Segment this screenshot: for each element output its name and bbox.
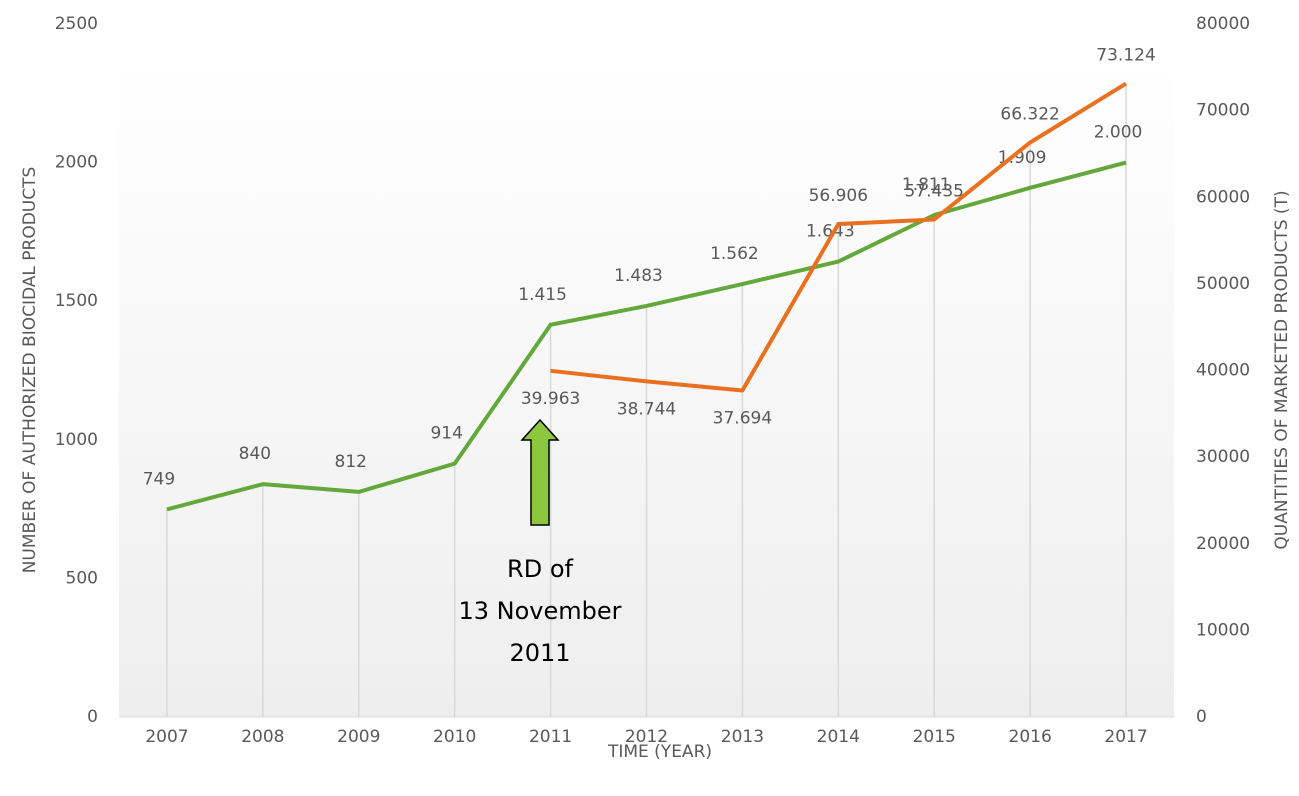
x-tick-label: 2009: [337, 727, 380, 747]
x-tick-label: 2016: [1009, 727, 1052, 747]
x-tick-label: 2008: [241, 727, 284, 747]
x-tick-label: 2012: [625, 727, 668, 747]
y2-tick-label: 0: [1196, 707, 1207, 727]
data-label: 1.643: [806, 222, 855, 242]
data-label: 1.415: [518, 285, 567, 305]
x-tick-label: 2015: [913, 727, 956, 747]
marks: 0 500 1000 1500 2000 2500 0 10000 20000 30000 4000…: [55, 14, 1250, 747]
data-label: 1.811: [902, 175, 951, 195]
y-tick-label: 1000: [55, 430, 98, 450]
annotation: 2011: [509, 639, 570, 667]
y-tick-label: 2000: [55, 153, 98, 173]
data-label: 749: [143, 469, 175, 489]
y2-tick-label: 60000: [1196, 187, 1250, 207]
y2-tick-label: 10000: [1196, 620, 1250, 640]
data-label: 37.694: [713, 408, 772, 428]
data-label: 1.909: [998, 148, 1047, 168]
y-tick-label: 0: [87, 707, 98, 727]
data-label: 38.744: [617, 399, 676, 419]
y-axis-title: NUMBER OF AUTHORIZED BIOCIDAL PRODUCTS: [20, 167, 40, 574]
y2-tick-label: 70000: [1196, 101, 1250, 121]
data-label: 73.124: [1096, 46, 1155, 66]
data-label: 2.000: [1094, 123, 1143, 143]
data-label: 39.963: [521, 389, 580, 409]
data-label: 1.483: [614, 266, 663, 286]
x-tick-label: 2011: [529, 727, 572, 747]
y2-tick-label: 20000: [1196, 534, 1250, 554]
data-label: 840: [239, 444, 271, 464]
y2-tick-label: 40000: [1196, 361, 1250, 381]
data-label: 56.906: [809, 186, 868, 206]
x-axis-title: TIME (YEAR): [607, 742, 712, 762]
data-label: 1.562: [710, 244, 759, 264]
annotation-arrow: [520, 418, 560, 526]
y-tick-label: 500: [66, 568, 98, 588]
x-tick-label: 2017: [1104, 727, 1147, 747]
y2-tick-label: 50000: [1196, 274, 1250, 294]
data-label: 812: [335, 452, 367, 472]
y2-axis-title: QUANTITIES OF MARKETED PRODUCTS (T): [1272, 190, 1292, 549]
data-label: 66.322: [1000, 104, 1059, 124]
y2-tick-label: 30000: [1196, 447, 1250, 467]
x-tick-label: 2014: [817, 727, 860, 747]
x-tick-label: 2013: [721, 727, 764, 747]
x-tick-label: 2007: [145, 727, 188, 747]
x-tick-label: 2010: [433, 727, 476, 747]
y-tick-label: 1500: [55, 291, 98, 311]
data-label: 57.435: [904, 181, 963, 201]
data-label: 914: [430, 424, 462, 444]
annotation: 13 November: [458, 597, 621, 625]
annotation: RD of: [507, 555, 573, 583]
series-line: [166, 160, 1127, 512]
y2-tick-label: 80000: [1196, 14, 1250, 34]
y-tick-label: 2500: [55, 14, 98, 34]
series-line: [550, 81, 1128, 393]
